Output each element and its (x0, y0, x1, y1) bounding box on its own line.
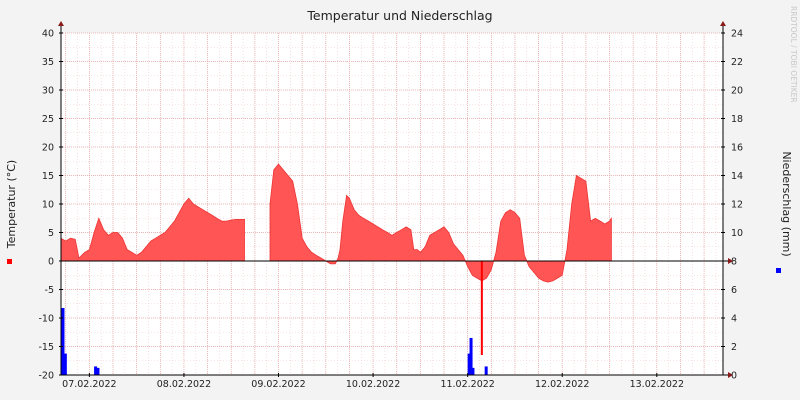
y-tick-left-label: 35 (42, 57, 54, 68)
y-tick-left-label: 5 (48, 228, 54, 239)
y-tick-left-label: 40 (42, 29, 54, 40)
temperature-area-segment-1 (60, 197, 245, 262)
legend-marker-precipitation (776, 268, 781, 273)
x-tick-label: 10.02.2022 (346, 379, 400, 390)
x-tick-label: 13.02.2022 (630, 379, 684, 390)
x-axis-arrow (728, 372, 733, 378)
y-tick-right-label: 10 (731, 228, 743, 239)
x-tick-label: 12.02.2022 (535, 379, 589, 390)
x-tick-label: 07.02.2022 (62, 379, 116, 390)
y-tick-left-label: 0 (48, 257, 54, 268)
y-ticks-left: -20 -15 -10 -5 0 5 10 15 20 25 30 35 40 (38, 29, 63, 382)
y-tick-right-label: 12 (731, 200, 743, 211)
y-tick-left-label: 30 (42, 86, 54, 97)
y-tick-left-label: -20 (38, 371, 54, 382)
y-tick-right-label: 24 (731, 29, 743, 40)
y-tick-right-label: 2 (731, 342, 737, 353)
y-tick-left-label: -5 (45, 285, 54, 296)
y-tick-right-label: 8 (731, 257, 737, 268)
legend-marker-temperature (7, 259, 12, 264)
y-tick-right-label: 0 (731, 371, 737, 382)
y-axis-label-right: Niederschlag (mm) (780, 151, 793, 256)
precipitation-bar-2 (63, 353, 67, 375)
axes (58, 21, 733, 378)
y-tick-left-label: 20 (42, 143, 54, 154)
precipitation-bar-7 (471, 367, 475, 375)
y-tick-right-label: 14 (731, 171, 743, 182)
y-tick-left-label: -15 (38, 342, 54, 353)
y-tick-right-label: 18 (731, 114, 743, 125)
watermark: RRDTOOL / TOBI OETIKER (789, 6, 798, 103)
y-tick-right-label: 16 (731, 143, 743, 154)
y-tick-right-label: 22 (731, 57, 743, 68)
zero-line-arrow (728, 258, 733, 264)
y-tick-left-label: 10 (42, 200, 54, 211)
y-axis-left-arrow (58, 21, 64, 26)
precipitation-bar-6 (469, 337, 473, 375)
precipitation-bar-3 (94, 366, 98, 375)
precipitation-bar-4 (96, 367, 100, 375)
chart-title: Temperatur und Niederschlag (306, 8, 492, 23)
y-tick-right-label: 4 (731, 314, 737, 325)
x-tick-label: 08.02.2022 (157, 379, 211, 390)
precipitation-bar-5 (467, 353, 471, 375)
y-tick-right-label: 6 (731, 285, 737, 296)
precipitation-bar-8 (484, 366, 488, 375)
x-tick-label: 11.02.2022 (440, 379, 494, 390)
y-axis-label-left: Temperatur (°C) (5, 160, 18, 249)
precipitation-bar-1 (61, 308, 65, 375)
y-tick-right-label: 20 (731, 86, 743, 97)
x-ticks: 07.02.2022 08.02.2022 09.02.2022 10.02.2022… (62, 373, 684, 390)
y-tick-left-label: 25 (42, 114, 54, 125)
y-axis-right-arrow (720, 21, 726, 26)
y-tick-left-label: -10 (38, 314, 54, 325)
grid (61, 32, 723, 376)
precipitation-bars (61, 308, 488, 375)
x-tick-label: 09.02.2022 (251, 379, 305, 390)
y-tick-left-label: 15 (42, 171, 54, 182)
